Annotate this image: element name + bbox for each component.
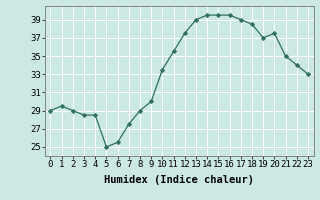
X-axis label: Humidex (Indice chaleur): Humidex (Indice chaleur) <box>104 175 254 185</box>
